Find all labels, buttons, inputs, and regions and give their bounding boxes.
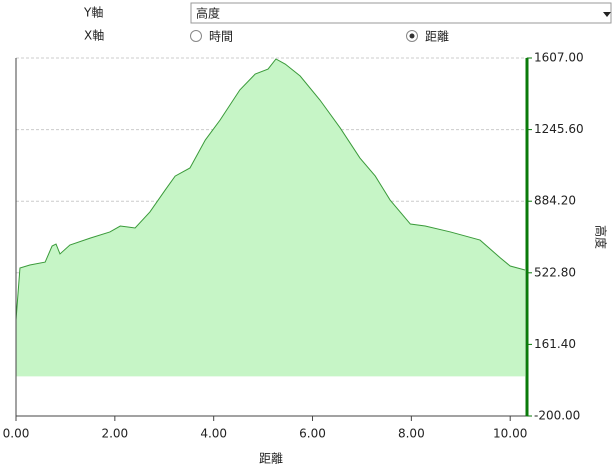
x-axis-title: 距離: [259, 452, 283, 466]
x-tick-label: 2.00: [101, 427, 128, 441]
x-tick-label: 10.00: [493, 427, 527, 441]
y-axis-select[interactable]: [190, 2, 612, 24]
x-tick-label: 8.00: [398, 427, 425, 441]
y-tick-label: 522.80: [534, 265, 576, 279]
y-axis-title: 高度: [594, 225, 609, 249]
x-tick-label: 6.00: [299, 427, 326, 441]
y-tick-label: 884.20: [534, 194, 576, 208]
area-line: [15, 58, 526, 320]
y-axis-select-label: Y軸: [83, 6, 103, 20]
x-axis-label: X軸: [84, 29, 104, 43]
y-axis-select-value: 高度: [196, 6, 220, 21]
radio-button[interactable]: [190, 30, 202, 42]
y-tick-label: 161.40: [534, 337, 576, 351]
x-tick-label: 0.00: [3, 427, 30, 441]
radio-dot: [409, 33, 415, 39]
y-tick-label: -200.00: [534, 409, 580, 423]
dropdown-arrow: [603, 12, 611, 17]
radio-label: 時間: [209, 30, 233, 44]
x-tick-label: 4.00: [200, 427, 227, 441]
y-tick-label: 1607.00: [534, 51, 584, 65]
area-fill: [16, 58, 526, 377]
radio-label: 距離: [425, 30, 449, 44]
y-tick-label: 1245.60: [534, 122, 584, 136]
